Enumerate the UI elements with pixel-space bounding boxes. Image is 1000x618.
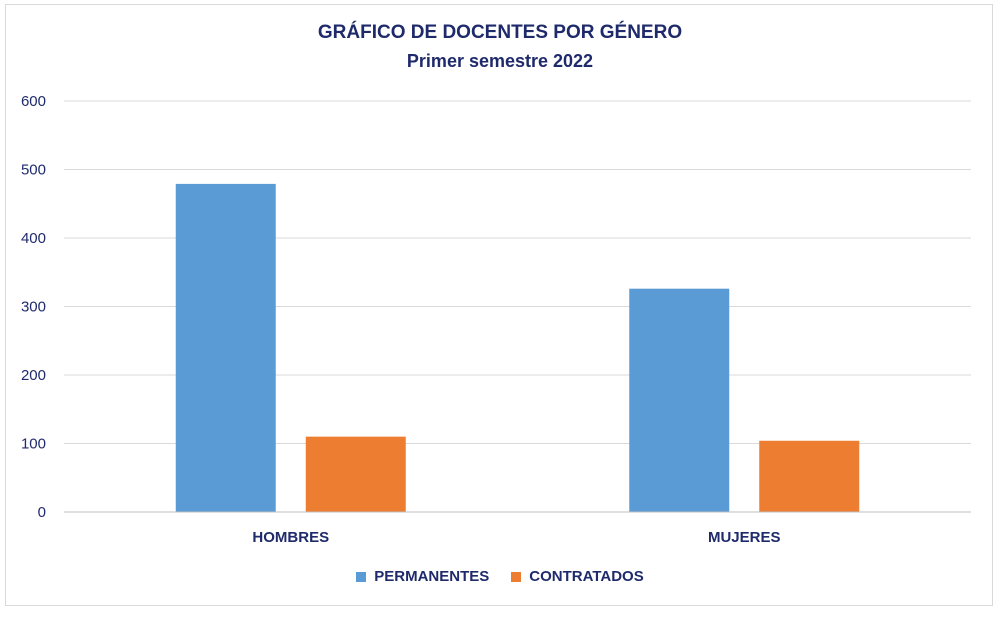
bar-permanentes-hombres bbox=[175, 183, 276, 512]
legend: PERMANENTES CONTRATADOS bbox=[0, 568, 1000, 585]
legend-label-permanentes: PERMANENTES bbox=[374, 568, 490, 585]
y-tick-label: 100 bbox=[21, 436, 46, 453]
y-tick-label: 600 bbox=[21, 93, 46, 110]
y-tick-label: 0 bbox=[38, 504, 46, 521]
bar-contratados-hombres bbox=[305, 436, 406, 512]
legend-item-contratados: CONTRATADOS bbox=[511, 568, 644, 585]
y-tick-label: 300 bbox=[21, 299, 46, 316]
y-tick-label: 500 bbox=[21, 162, 46, 179]
legend-swatch-permanentes bbox=[356, 571, 367, 582]
legend-label-contratados: CONTRATADOS bbox=[529, 568, 644, 585]
x-category-label: MUJERES bbox=[708, 529, 781, 546]
bar-contratados-mujeres bbox=[759, 440, 860, 512]
y-axis-ticks: 0 100 200 300 400 500 600 bbox=[21, 93, 46, 521]
y-tick-label: 200 bbox=[21, 367, 46, 384]
y-tick-label: 400 bbox=[21, 230, 46, 247]
legend-item-permanentes: PERMANENTES bbox=[356, 568, 489, 585]
legend-swatch-contratados bbox=[511, 571, 522, 582]
x-axis-categories: HOMBRES MUJERES bbox=[252, 529, 780, 546]
bars bbox=[64, 183, 971, 513]
bar-permanentes-mujeres bbox=[629, 288, 730, 512]
chart-title: GRÁFICO DE DOCENTES POR GÉNERO bbox=[317, 22, 683, 43]
chart-subtitle: Primer semestre 2022 bbox=[406, 51, 594, 71]
x-category-label: HOMBRES bbox=[252, 529, 329, 546]
